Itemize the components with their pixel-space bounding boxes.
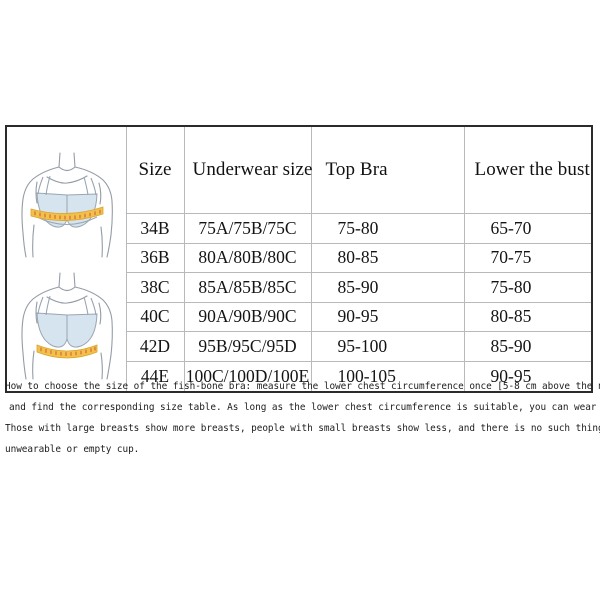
table-row: 38C 85A/85B/85C 85-90 75-80 (6, 272, 593, 303)
cell-size: 38C (125, 272, 185, 303)
table-header-row: Size Underwear size Top Bra Lower the bu… (5, 125, 593, 393)
cell-lower-bust: 85-90 (463, 331, 593, 362)
cell-underwear: 100C/100D/100E (183, 360, 312, 393)
instructions-line-4: unwearable or empty cup. (5, 444, 140, 455)
instructions-line-2: and find the corresponding size table. A… (9, 402, 600, 413)
header-top-bra: Top Bra (310, 125, 465, 214)
measurement-instructions: How to choose the size of the fish-bone … (5, 376, 600, 460)
cell-size: 44E (125, 360, 185, 393)
cell-size: 34B (125, 213, 185, 244)
tape-measure (30, 206, 104, 221)
cell-underwear: 90A/90B/90C (183, 301, 312, 333)
cell-lower-bust: 70-75 (463, 242, 593, 274)
cell-underwear: 85A/85B/85C (183, 272, 312, 303)
cell-lower-bust: 80-85 (463, 301, 593, 333)
table-row: 42D 95B/95C/95D 95-100 85-90 (6, 331, 593, 362)
instructions-line-1: How to choose the size of the fish-bone … (5, 381, 600, 392)
cell-size: 40C (125, 301, 185, 333)
size-chart-container: Size Underwear size Top Bra Lower the bu… (5, 125, 593, 393)
cell-size: 42D (125, 331, 185, 362)
header-size: Size (125, 125, 185, 214)
table-row: 44E 100C/100D/100E 100-105 90-95 (6, 360, 593, 393)
cell-top-bra: 85-90 (310, 272, 465, 303)
bust-measurement-diagram (7, 137, 127, 259)
illustration-stack (7, 137, 127, 381)
illustration-cell (5, 125, 127, 393)
cell-lower-bust: 65-70 (463, 213, 593, 244)
cell-top-bra: 95-100 (310, 331, 465, 362)
cell-underwear: 80A/80B/80C (183, 242, 312, 274)
cell-lower-bust: 90-95 (463, 360, 593, 393)
header-lower-bust: Lower the bust (463, 125, 593, 214)
tape-measure (36, 344, 98, 359)
cell-top-bra: 75-80 (310, 213, 465, 244)
cell-lower-bust: 75-80 (463, 272, 593, 303)
cell-size: 36B (125, 242, 185, 274)
cell-top-bra: 90-95 (310, 301, 465, 333)
bra-size-table: Size Underwear size Top Bra Lower the bu… (5, 125, 593, 393)
underbust-measurement-diagram (7, 259, 127, 381)
cell-underwear: 95B/95C/95D (183, 331, 312, 362)
cell-top-bra: 80-85 (310, 242, 465, 274)
header-underwear: Underwear size (183, 125, 312, 214)
cell-underwear: 75A/75B/75C (183, 213, 312, 244)
instructions-line-3: Those with large breasts show more breas… (5, 423, 600, 434)
